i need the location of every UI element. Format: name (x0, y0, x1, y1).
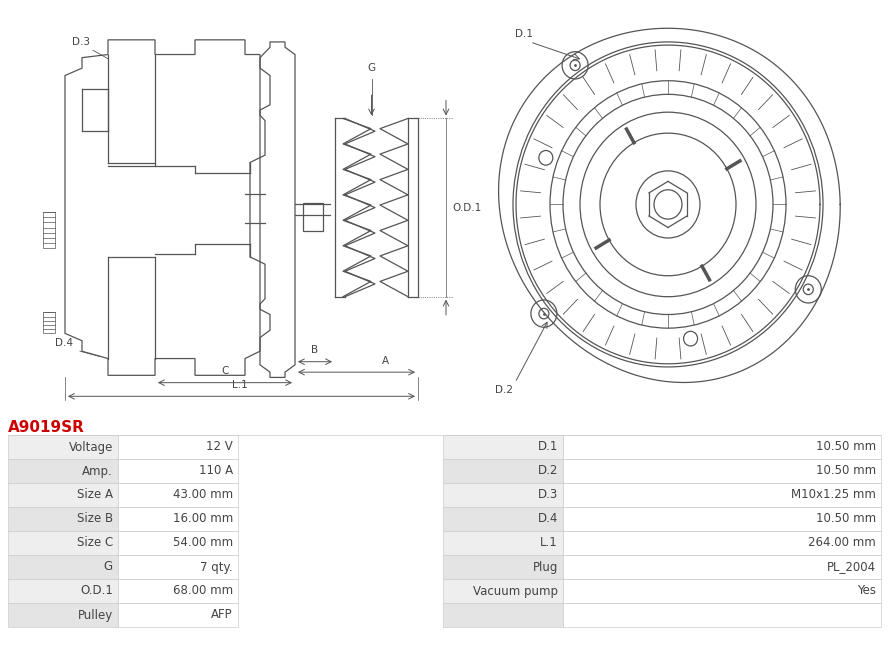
Bar (8, 435, 118, 459)
Text: Vacuum pump: Vacuum pump (473, 584, 558, 597)
Text: Voltage: Voltage (68, 441, 113, 454)
Text: 10.50 mm: 10.50 mm (816, 465, 876, 478)
Text: Size A: Size A (77, 489, 113, 502)
Text: 264.00 mm: 264.00 mm (808, 536, 876, 549)
Bar (8, 483, 118, 507)
Bar (118, 555, 238, 579)
Bar (43, 212, 55, 248)
Text: 10.50 mm: 10.50 mm (816, 512, 876, 525)
Text: L.1: L.1 (232, 380, 248, 390)
Bar (443, 603, 563, 627)
Bar (118, 459, 238, 483)
Text: 10.50 mm: 10.50 mm (816, 441, 876, 454)
Bar (563, 459, 881, 483)
Text: 12 V: 12 V (206, 441, 233, 454)
Bar (563, 507, 881, 531)
Text: L.1: L.1 (541, 536, 558, 549)
Bar (8, 531, 118, 555)
Bar (118, 507, 238, 531)
Bar (43, 313, 55, 333)
Text: 110 A: 110 A (199, 465, 233, 478)
Text: O.D.1: O.D.1 (80, 584, 113, 597)
Bar (563, 555, 881, 579)
Text: D.2: D.2 (538, 465, 558, 478)
Bar (8, 603, 118, 627)
Text: D.4: D.4 (538, 512, 558, 525)
Bar (118, 483, 238, 507)
Text: D.1: D.1 (515, 29, 533, 39)
Bar (443, 507, 563, 531)
Bar (563, 531, 881, 555)
Text: D.3: D.3 (72, 37, 90, 47)
Text: B: B (311, 345, 318, 356)
Text: O.D.1: O.D.1 (452, 203, 481, 213)
Bar (8, 459, 118, 483)
Text: 7 qty.: 7 qty. (200, 560, 233, 573)
Bar (443, 555, 563, 579)
Text: 16.00 mm: 16.00 mm (172, 512, 233, 525)
Text: Size C: Size C (76, 536, 113, 549)
Text: D.1: D.1 (538, 441, 558, 454)
Bar (8, 555, 118, 579)
Text: D.4: D.4 (55, 338, 73, 348)
Bar (563, 579, 881, 603)
Bar (443, 483, 563, 507)
Bar (303, 203, 323, 231)
Text: D.2: D.2 (495, 385, 513, 395)
Text: A9019SR: A9019SR (8, 420, 84, 435)
Text: Yes: Yes (857, 584, 876, 597)
Text: Size B: Size B (76, 512, 113, 525)
Bar (563, 435, 881, 459)
Text: Pulley: Pulley (77, 608, 113, 621)
Bar (443, 579, 563, 603)
Bar (8, 507, 118, 531)
Bar (118, 579, 238, 603)
Bar (8, 579, 118, 603)
Text: G: G (367, 63, 375, 73)
Text: C: C (221, 366, 228, 376)
Text: 54.00 mm: 54.00 mm (172, 536, 233, 549)
Text: D.3: D.3 (538, 489, 558, 502)
Bar (563, 603, 881, 627)
Text: A: A (381, 356, 388, 366)
Bar (443, 459, 563, 483)
Text: Plug: Plug (533, 560, 558, 573)
Bar (118, 531, 238, 555)
Bar (118, 435, 238, 459)
Text: 68.00 mm: 68.00 mm (172, 584, 233, 597)
Text: Amp.: Amp. (83, 465, 113, 478)
Bar (118, 603, 238, 627)
Text: PL_2004: PL_2004 (827, 560, 876, 573)
Text: M10x1.25 mm: M10x1.25 mm (791, 489, 876, 502)
Text: AFP: AFP (212, 608, 233, 621)
Bar (443, 531, 563, 555)
Bar (563, 483, 881, 507)
Bar (443, 435, 563, 459)
Text: 43.00 mm: 43.00 mm (172, 489, 233, 502)
Text: G: G (104, 560, 113, 573)
